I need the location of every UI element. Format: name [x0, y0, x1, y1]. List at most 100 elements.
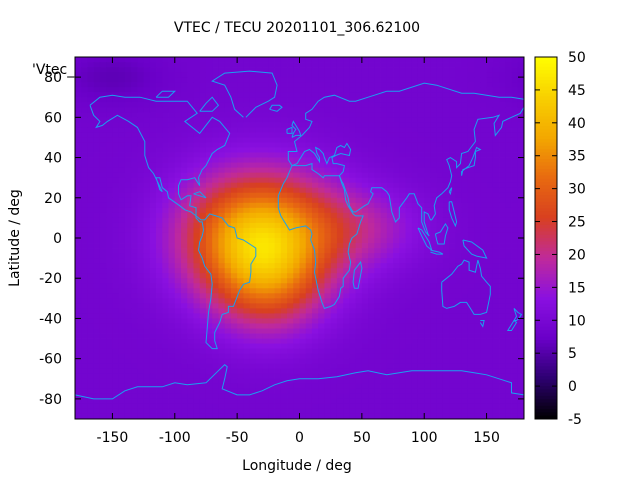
heatmap-cell [511, 202, 519, 209]
heatmap-cell [280, 107, 288, 113]
heatmap-cell [436, 97, 444, 103]
heatmap-cell [430, 298, 438, 304]
heatmap-cell [305, 127, 313, 133]
heatmap-cell [168, 393, 176, 400]
heatmap-cell [474, 323, 481, 329]
heatmap-cell [517, 398, 524, 405]
heatmap-cell [75, 353, 82, 360]
heatmap-cell [187, 217, 194, 224]
heatmap-cell [467, 243, 475, 249]
heatmap-cell [411, 97, 419, 103]
heatmap-cell [399, 102, 406, 108]
heatmap-cell [486, 77, 494, 83]
heatmap-cell [81, 132, 88, 138]
heatmap-cell [106, 353, 113, 360]
heatmap-cell [274, 358, 282, 365]
heatmap-cell [424, 107, 431, 113]
heatmap-cell [386, 147, 394, 153]
heatmap-cell [455, 333, 463, 339]
heatmap-cell [324, 323, 332, 329]
heatmap-cell [230, 157, 238, 163]
heatmap-cell [137, 107, 144, 113]
heatmap-cell [224, 192, 232, 199]
heatmap-cell [118, 62, 126, 68]
heatmap-cell [156, 353, 163, 360]
heatmap-cell [255, 263, 263, 269]
heatmap-cell [75, 77, 82, 83]
heatmap-cell [511, 383, 519, 390]
heatmap-cell [174, 308, 182, 314]
heatmap-cell [112, 293, 120, 299]
heatmap-cell [218, 197, 226, 204]
heatmap-cell [131, 132, 138, 138]
heatmap-cell [181, 333, 188, 339]
heatmap-cell [187, 328, 194, 334]
heatmap-cell [374, 238, 381, 244]
heatmap-cell [99, 217, 107, 224]
heatmap-cell [436, 278, 444, 284]
heatmap-cell [230, 278, 238, 284]
heatmap-cell [343, 333, 350, 339]
heatmap-cell [442, 87, 450, 93]
heatmap-cell [424, 152, 431, 158]
heatmap-cell [517, 263, 524, 269]
heatmap-cell [162, 157, 169, 163]
heatmap-cell [174, 222, 182, 229]
heatmap-cell [131, 398, 138, 405]
heatmap-cell [218, 268, 226, 274]
heatmap-cell [293, 167, 300, 174]
heatmap-cell [262, 263, 269, 269]
heatmap-cell [199, 388, 207, 395]
heatmap-cell [330, 87, 338, 93]
heatmap-cell [511, 273, 519, 279]
heatmap-cell [255, 283, 263, 289]
heatmap-cell [193, 283, 201, 289]
heatmap-cell [106, 238, 113, 244]
heatmap-cell [399, 157, 406, 163]
heatmap-cell [262, 323, 269, 329]
heatmap-cell [287, 313, 294, 319]
heatmap-cell [480, 298, 487, 304]
heatmap-cell [424, 388, 431, 395]
heatmap-cell [399, 122, 406, 128]
heatmap-cell [505, 142, 512, 148]
heatmap-cell [243, 313, 251, 319]
heatmap-cell [449, 253, 456, 259]
heatmap-cell [168, 157, 176, 163]
heatmap-cell [442, 243, 450, 249]
heatmap-cell [393, 383, 400, 390]
heatmap-cell [330, 363, 338, 370]
heatmap-cell [205, 117, 213, 123]
heatmap-cell [405, 197, 413, 204]
heatmap-cell [417, 323, 425, 329]
heatmap-cell [181, 308, 188, 314]
heatmap-cell [81, 207, 88, 214]
heatmap-cell [324, 353, 332, 360]
heatmap-cell [324, 177, 332, 184]
heatmap-cell [461, 152, 469, 158]
heatmap-cell [143, 182, 151, 189]
heatmap-cell [299, 152, 307, 158]
heatmap-cell [461, 172, 469, 179]
heatmap-cell [112, 383, 120, 390]
heatmap-cell [75, 348, 82, 355]
heatmap-cell [187, 137, 194, 143]
heatmap-cell [343, 157, 350, 163]
heatmap-cell [230, 238, 238, 244]
heatmap-cell [237, 157, 244, 163]
heatmap-cell [374, 152, 381, 158]
heatmap-cell [293, 293, 300, 299]
heatmap-cell [411, 157, 419, 163]
heatmap-cell [299, 57, 307, 63]
heatmap-cell [417, 157, 425, 163]
heatmap-cell [486, 248, 494, 254]
heatmap-cell [311, 207, 319, 214]
heatmap-cell [461, 102, 469, 108]
heatmap-cell [149, 318, 157, 324]
heatmap-cell [93, 328, 101, 334]
heatmap-cell [386, 82, 394, 88]
heatmap-cell [212, 283, 219, 289]
heatmap-cell [511, 298, 519, 304]
heatmap-cell [368, 393, 375, 400]
heatmap-cell [311, 348, 319, 355]
